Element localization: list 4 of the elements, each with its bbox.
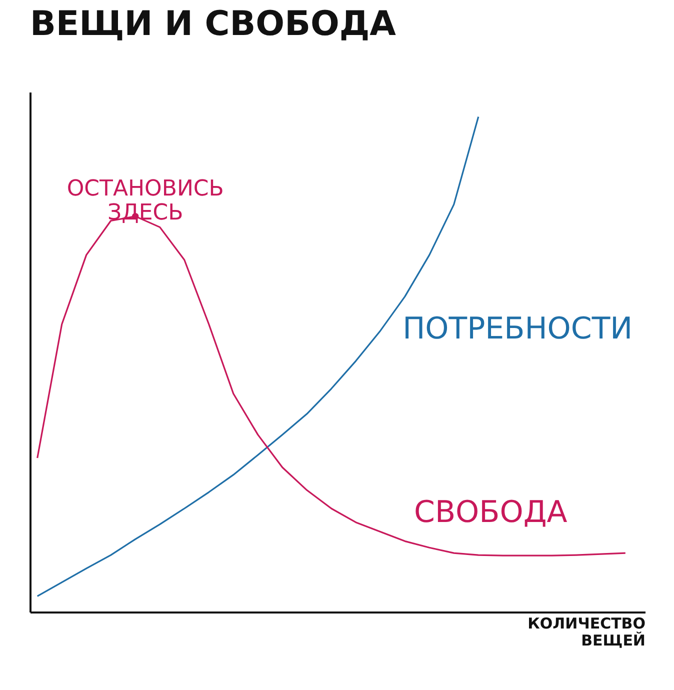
series-label: СВОБОДА: [414, 494, 568, 530]
series-label: ПОТРЕБНОСТИ: [402, 312, 633, 347]
x-axis-title: КОЛИЧЕСТВО ВЕЩЕЙ: [528, 614, 646, 650]
chart-title: ВЕЩИ И СВОБОДА: [30, 4, 397, 44]
